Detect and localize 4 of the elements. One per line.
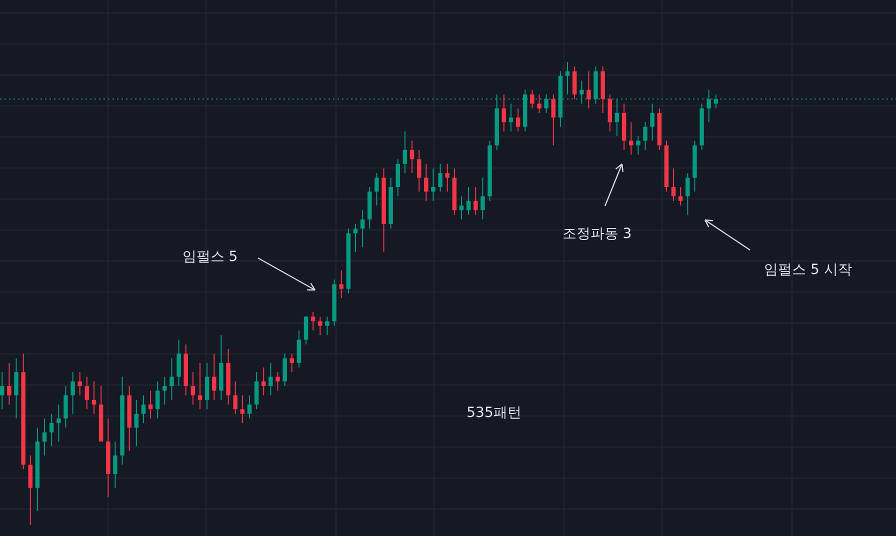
text: 임펄스 5 시작	[764, 262, 852, 278]
annotation: 535패턴	[466, 405, 522, 421]
annotation: 임펄스 5	[182, 249, 238, 265]
annotation: 조정파동 3	[562, 226, 632, 242]
